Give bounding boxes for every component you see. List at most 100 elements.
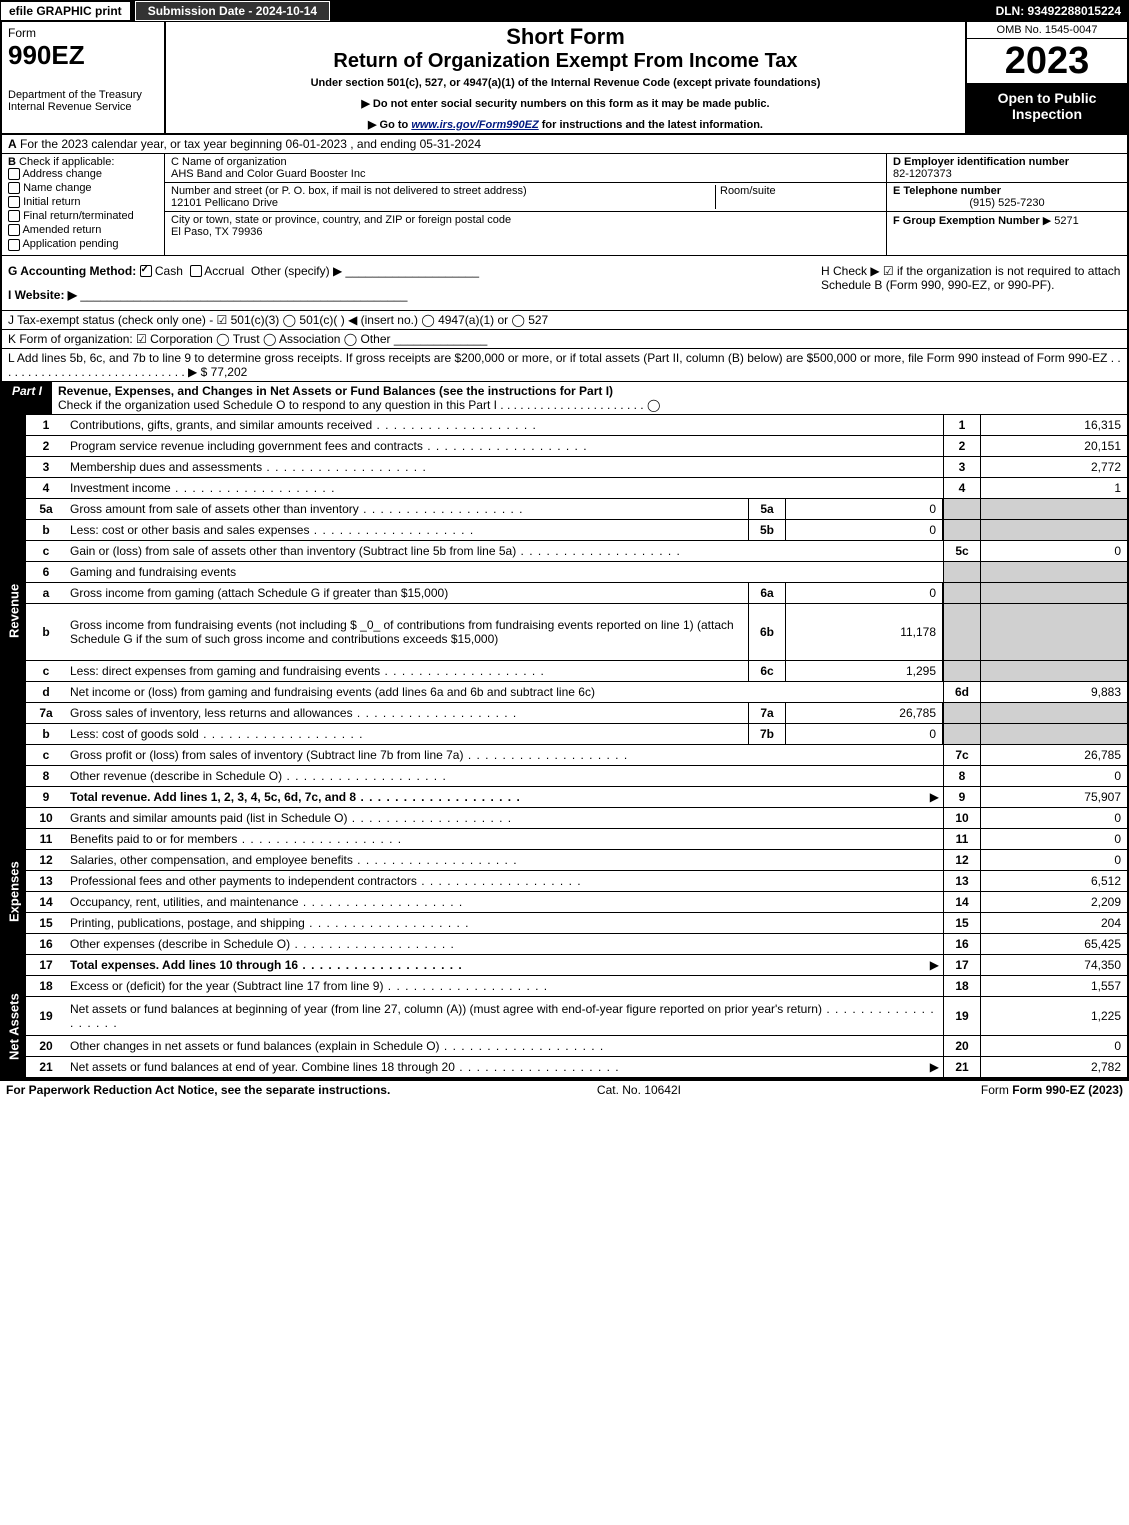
chk-initial-return[interactable]: Initial return — [8, 196, 158, 208]
line-5c: c Gain or (loss) from sale of assets oth… — [26, 541, 1127, 562]
line-6c: c Less: direct expenses from gaming and … — [26, 661, 1127, 682]
l9-desc: Total revenue. Add lines 1, 2, 3, 4, 5c,… — [66, 790, 919, 804]
l6b-rval-grey — [981, 604, 1127, 660]
irs-link[interactable]: www.irs.gov/Form990EZ — [411, 119, 538, 131]
part1-title: Revenue, Expenses, and Changes in Net As… — [58, 384, 613, 398]
l16-rnum: 16 — [943, 934, 981, 954]
header-left: Form 990EZ Department of the Treasury In… — [2, 22, 166, 133]
l8-rval: 0 — [981, 766, 1127, 786]
chk-application-pending[interactable]: Application pending — [8, 238, 158, 250]
l15-rval: 204 — [981, 913, 1127, 933]
l21-arrow: ▶ — [919, 1060, 943, 1074]
expenses-section: Expenses 10 Grants and similar amounts p… — [2, 808, 1127, 976]
l1-num: 1 — [26, 418, 66, 432]
part1-header-row: Part I Revenue, Expenses, and Changes in… — [2, 382, 1127, 415]
l16-rval: 65,425 — [981, 934, 1127, 954]
l5b-innum: 5b — [748, 520, 786, 540]
l7c-rnum: 7c — [943, 745, 981, 765]
line-18: 18 Excess or (deficit) for the year (Sub… — [26, 976, 1127, 997]
l6b-rnum-grey — [943, 604, 981, 660]
l10-num: 10 — [26, 811, 66, 825]
l6-num: 6 — [26, 565, 66, 579]
chk-amended-return-label: Amended return — [22, 224, 101, 236]
l-text: L Add lines 5b, 6c, and 7b to line 9 to … — [8, 351, 1121, 379]
l5a-desc: Gross amount from sale of assets other t… — [66, 502, 748, 516]
c-room-label: Room/suite — [715, 185, 880, 209]
chk-cash[interactable] — [140, 265, 152, 277]
chk-application-pending-label: Application pending — [22, 238, 118, 250]
line-21: 21 Net assets or fund balances at end of… — [26, 1057, 1127, 1077]
line-8: 8 Other revenue (describe in Schedule O)… — [26, 766, 1127, 787]
block-bcd: B Check if applicable: Address change Na… — [2, 154, 1127, 256]
g-cash: Cash — [155, 264, 183, 278]
c-name-value: AHS Band and Color Guard Booster Inc — [171, 168, 880, 180]
l7a-rval-grey — [981, 703, 1127, 723]
goto-pre: ▶ Go to — [368, 119, 411, 131]
form-number: 990EZ — [8, 40, 158, 71]
chk-amended-return[interactable]: Amended return — [8, 224, 158, 236]
form-title: Return of Organization Exempt From Incom… — [174, 50, 957, 73]
efile-print-button[interactable]: efile GRAPHIC print — [0, 1, 131, 21]
l3-rnum: 3 — [943, 457, 981, 477]
goto-instructions: ▶ Go to www.irs.gov/Form990EZ for instru… — [174, 118, 957, 131]
l5a-num: 5a — [26, 502, 66, 516]
l6b-num: b — [26, 625, 66, 639]
g-accrual: Accrual — [204, 264, 244, 278]
l11-rnum: 11 — [943, 829, 981, 849]
l12-rnum: 12 — [943, 850, 981, 870]
l13-rval: 6,512 — [981, 871, 1127, 891]
l6d-rval: 9,883 — [981, 682, 1127, 702]
l6a-inval: 0 — [786, 583, 943, 603]
l18-desc: Excess or (deficit) for the year (Subtra… — [66, 979, 943, 993]
l7b-num: b — [26, 727, 66, 741]
l1-rval: 16,315 — [981, 415, 1127, 435]
form-footer-bold: Form 990-EZ (2023) — [1012, 1083, 1123, 1097]
line-6b: b Gross income from fundraising events (… — [26, 604, 1127, 661]
line-17: 17 Total expenses. Add lines 10 through … — [26, 955, 1127, 975]
d-ein-label: D Employer identification number — [893, 156, 1121, 168]
l5a-rval-grey — [981, 499, 1127, 519]
l5a-rnum-grey — [943, 499, 981, 519]
part1-label: Part I — [2, 382, 52, 414]
l7b-desc: Less: cost of goods sold — [66, 727, 748, 741]
l14-rval: 2,209 — [981, 892, 1127, 912]
tax-year: 2023 — [967, 39, 1127, 84]
line-12: 12 Salaries, other compensation, and emp… — [26, 850, 1127, 871]
l1-rnum: 1 — [943, 415, 981, 435]
line-6: 6 Gaming and fundraising events — [26, 562, 1127, 583]
chk-final-return[interactable]: Final return/terminated — [8, 210, 158, 222]
l12-rval: 0 — [981, 850, 1127, 870]
l6a-num: a — [26, 586, 66, 600]
l17-desc: Total expenses. Add lines 10 through 16 — [66, 958, 919, 972]
header-center: Short Form Return of Organization Exempt… — [166, 22, 965, 133]
l16-num: 16 — [26, 937, 66, 951]
l7c-desc: Gross profit or (loss) from sales of inv… — [66, 748, 943, 762]
line-15: 15 Printing, publications, postage, and … — [26, 913, 1127, 934]
expenses-side-label: Expenses — [2, 808, 26, 975]
l20-num: 20 — [26, 1039, 66, 1053]
l6d-desc: Net income or (loss) from gaming and fun… — [66, 685, 943, 699]
l11-desc: Benefits paid to or for members — [66, 832, 943, 846]
c-addr-value: 12101 Pellicano Drive — [171, 197, 715, 209]
chk-accrual[interactable] — [190, 265, 202, 277]
chk-address-change[interactable]: Address change — [8, 168, 158, 180]
l13-rnum: 13 — [943, 871, 981, 891]
part1-check-line: Check if the organization used Schedule … — [58, 398, 660, 412]
short-form-title: Short Form — [174, 24, 957, 50]
l17-rval: 74,350 — [981, 955, 1127, 975]
l12-desc: Salaries, other compensation, and employ… — [66, 853, 943, 867]
line-1: 1 Contributions, gifts, grants, and simi… — [26, 415, 1127, 436]
l5c-num: c — [26, 544, 66, 558]
line-10: 10 Grants and similar amounts paid (list… — [26, 808, 1127, 829]
submission-date: Submission Date - 2024-10-14 — [135, 1, 330, 21]
l3-desc: Membership dues and assessments — [66, 460, 943, 474]
h-text: H Check ▶ ☑ if the organization is not r… — [821, 264, 1120, 292]
form-name-footer: Form Form 990-EZ (2023) — [825, 1083, 1123, 1097]
l2-desc: Program service revenue including govern… — [66, 439, 943, 453]
l8-desc: Other revenue (describe in Schedule O) — [66, 769, 943, 783]
chk-name-change[interactable]: Name change — [8, 182, 158, 194]
l17-arrow: ▶ — [919, 958, 943, 972]
revenue-side-label: Revenue — [2, 415, 26, 807]
l18-rnum: 18 — [943, 976, 981, 996]
chk-address-change-label: Address change — [22, 168, 102, 180]
